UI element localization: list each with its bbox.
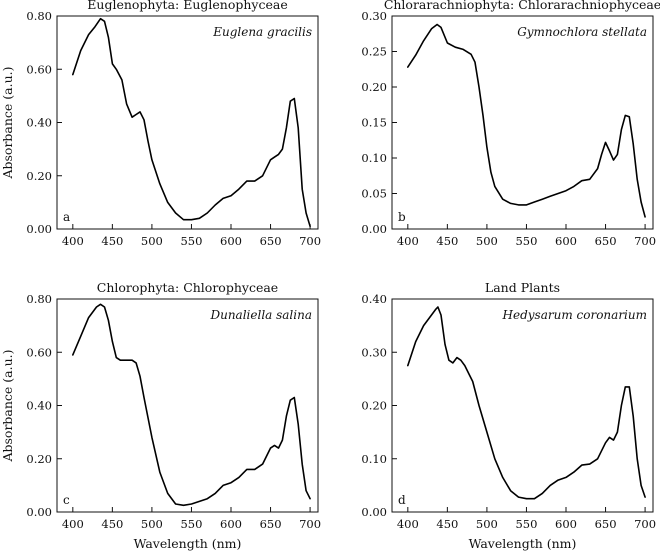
x-tick-label-c-1: 450: [101, 517, 123, 531]
species-label-b: Gymnochlora stellata: [517, 25, 647, 39]
x-tick-label-a-0: 400: [62, 234, 84, 248]
x-tick-label-c-4: 600: [220, 517, 242, 531]
plot-frame-d: [391, 298, 654, 513]
x-tick-label-c-0: 400: [62, 517, 84, 531]
x-tick-label-c-5: 650: [260, 517, 282, 531]
y-tick-label-c-3: 0.60: [26, 345, 52, 359]
panel-title-b: Chlorarachniophyta: Chlorarachniophyceae: [384, 0, 660, 12]
x-tick-label-d-3: 550: [515, 517, 537, 531]
y-tick-label-d-2: 0.20: [361, 399, 387, 413]
y-tick-label-a-0: 0.00: [26, 222, 52, 236]
y-tick-label-d-4: 0.40: [361, 292, 387, 306]
plot-frame-a: [56, 15, 319, 230]
panel-title-a: Euglenophyta: Euglenophyceae: [87, 0, 287, 12]
y-tick-label-a-1: 0.20: [26, 169, 52, 183]
panel-letter-a: a: [63, 210, 70, 224]
y-tick-label-c-2: 0.40: [26, 399, 52, 413]
panel-letter-c: c: [63, 493, 70, 507]
x-tick-label-a-1: 450: [101, 234, 123, 248]
species-label-d: Hedysarum coronarium: [502, 308, 647, 322]
y-tick-label-d-0: 0.00: [361, 505, 387, 519]
y-tick-label-b-2: 0.10: [361, 151, 387, 165]
species-label-c: Dunaliella salina: [209, 308, 312, 322]
spectrum-line-b: [406, 23, 646, 218]
x-tick-label-b-6: 700: [634, 234, 656, 248]
x-tick-label-b-1: 450: [436, 234, 458, 248]
y-tick-label-b-4: 0.20: [361, 80, 387, 94]
y-axis-label-a: Absorbance (a.u.): [0, 66, 15, 179]
x-tick-label-a-4: 600: [220, 234, 242, 248]
x-tick-label-a-3: 550: [180, 234, 202, 248]
x-tick-label-a-2: 500: [141, 234, 163, 248]
x-axis-label-c: Wavelength (nm): [134, 536, 242, 551]
y-tick-label-a-4: 0.80: [26, 9, 52, 23]
y-axis-label-c: Absorbance (a.u.): [0, 349, 15, 462]
spectrum-line-d: [406, 306, 646, 500]
x-tick-label-b-2: 500: [476, 234, 498, 248]
y-tick-label-d-3: 0.30: [361, 345, 387, 359]
x-tick-label-b-3: 550: [515, 234, 537, 248]
x-tick-label-d-0: 400: [397, 517, 419, 531]
x-tick-label-d-6: 700: [634, 517, 656, 531]
panel-letter-b: b: [398, 210, 406, 224]
y-tick-label-b-1: 0.05: [361, 187, 387, 201]
x-axis-label-d: Wavelength (nm): [469, 536, 577, 551]
y-tick-label-c-0: 0.00: [26, 505, 52, 519]
y-tick-label-b-5: 0.25: [361, 45, 387, 59]
y-tick-label-c-4: 0.80: [26, 292, 52, 306]
panel-title-c: Chlorophyta: Chlorophyceae: [97, 280, 278, 295]
y-tick-label-c-1: 0.20: [26, 452, 52, 466]
y-tick-label-d-1: 0.10: [361, 452, 387, 466]
x-tick-label-b-0: 400: [397, 234, 419, 248]
y-tick-label-a-2: 0.40: [26, 116, 52, 130]
panel-title-d: Land Plants: [485, 280, 560, 295]
y-tick-label-b-3: 0.15: [361, 116, 387, 130]
x-tick-label-c-2: 500: [141, 517, 163, 531]
y-tick-label-a-3: 0.60: [26, 62, 52, 76]
panel-letter-d: d: [398, 493, 406, 507]
plot-frame-b: [391, 15, 654, 230]
x-tick-label-b-4: 600: [555, 234, 577, 248]
x-tick-label-d-5: 650: [595, 517, 617, 531]
x-tick-label-b-5: 650: [595, 234, 617, 248]
spectrum-line-a: [72, 17, 311, 228]
x-tick-label-d-4: 600: [555, 517, 577, 531]
x-tick-label-c-3: 550: [180, 517, 202, 531]
x-tick-label-d-1: 450: [436, 517, 458, 531]
y-tick-label-b-0: 0.00: [361, 222, 387, 236]
species-label-a: Euglena gracilis: [212, 25, 312, 39]
y-tick-label-b-6: 0.30: [361, 9, 387, 23]
x-tick-label-c-6: 700: [299, 517, 321, 531]
spectrum-line-c: [72, 303, 311, 507]
x-tick-label-d-2: 500: [476, 517, 498, 531]
x-tick-label-a-6: 700: [299, 234, 321, 248]
x-tick-label-a-5: 650: [260, 234, 282, 248]
plot-frame-c: [56, 298, 319, 513]
